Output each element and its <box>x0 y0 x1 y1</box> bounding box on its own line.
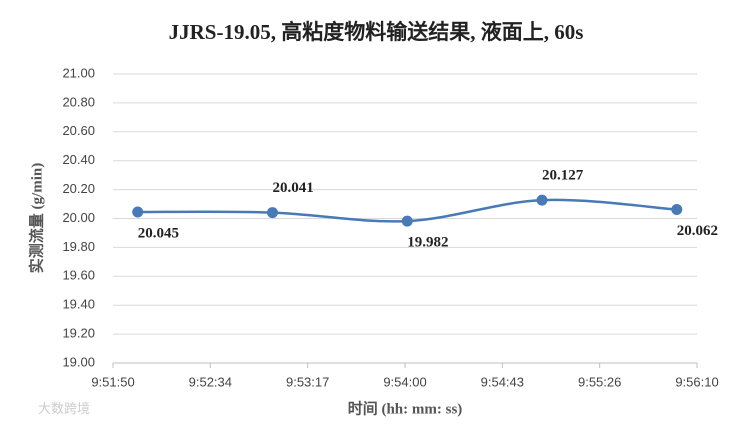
y-tick-label: 20.60 <box>62 123 95 138</box>
data-point <box>132 206 144 218</box>
x-tick-label: 9:55:26 <box>578 374 621 389</box>
data-point <box>536 194 548 206</box>
chart-title: JJRS-19.05, 高粘度物料输送结果, 液面上, 60s <box>169 20 584 44</box>
x-tick-label: 9:53:17 <box>286 374 329 389</box>
y-axis-label: 实测流量 (g/min) <box>27 163 45 273</box>
y-tick-label: 20.20 <box>62 181 95 196</box>
data-label: 20.041 <box>272 180 313 196</box>
x-axis-label: 时间 (hh: mm: ss) <box>348 399 463 417</box>
x-tick-label: 9:51:50 <box>91 374 134 389</box>
y-tick-label: 20.80 <box>62 94 95 109</box>
data-label: 20.127 <box>542 168 584 184</box>
y-tick-label: 20.40 <box>62 152 95 167</box>
data-label: 20.062 <box>677 223 718 239</box>
data-point <box>401 215 413 227</box>
y-tick-label: 19.00 <box>62 354 95 369</box>
y-tick-label: 20.00 <box>62 210 95 225</box>
y-tick-label: 19.40 <box>62 297 95 312</box>
data-label: 20.045 <box>138 225 179 241</box>
y-tick-label: 19.80 <box>62 239 95 254</box>
watermark: 大数跨境 <box>38 401 90 416</box>
y-tick-label: 21.00 <box>62 65 95 80</box>
x-tick-label: 9:52:34 <box>189 374 232 389</box>
x-tick-label: 9:54:00 <box>383 374 426 389</box>
x-tick-label: 9:54:43 <box>481 374 524 389</box>
x-tick-label: 9:56:10 <box>675 374 718 389</box>
data-point <box>266 207 278 219</box>
y-tick-label: 19.20 <box>62 326 95 341</box>
data-point <box>671 204 683 216</box>
y-tick-label: 19.60 <box>62 268 95 283</box>
data-label: 19.982 <box>407 235 448 251</box>
